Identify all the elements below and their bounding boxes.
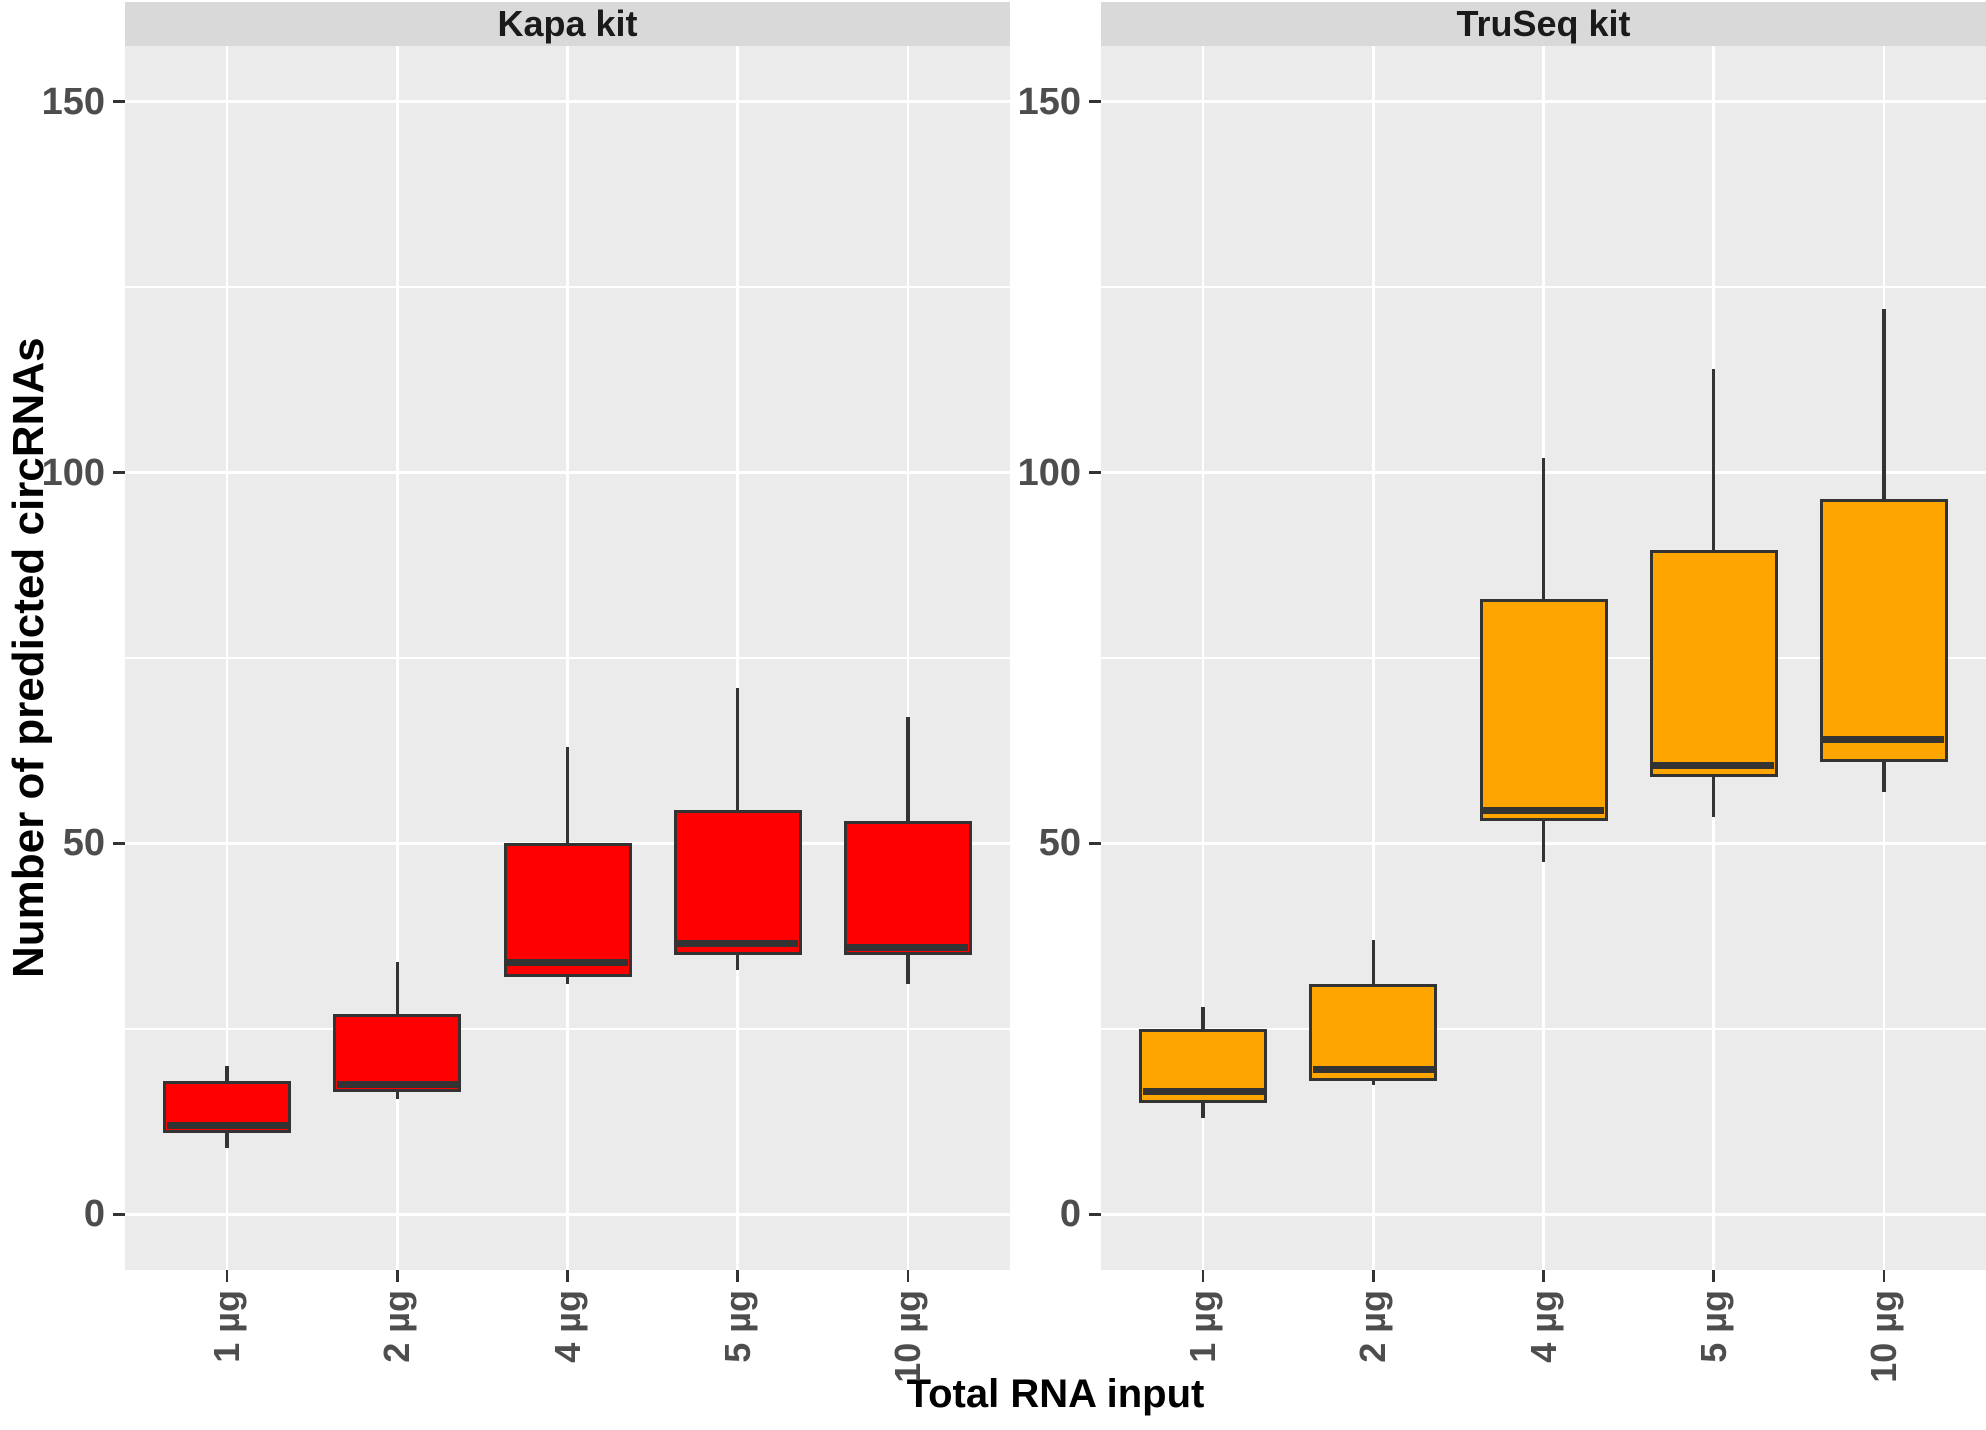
boxplot-median bbox=[1483, 806, 1604, 814]
y-axis-tick-label: 50 bbox=[1038, 822, 1081, 865]
x-axis-tick-label: 4 µg bbox=[546, 1290, 588, 1363]
y-axis-tick bbox=[1089, 1213, 1101, 1216]
y-axis-tick-label: 0 bbox=[83, 1193, 105, 1236]
y-axis-tick bbox=[113, 471, 125, 474]
boxplot-median bbox=[166, 1121, 288, 1129]
gridline-vertical bbox=[1201, 46, 1205, 1270]
y-axis-tick bbox=[113, 100, 125, 103]
boxplot-box bbox=[1479, 598, 1608, 822]
boxplot-median bbox=[677, 940, 799, 948]
y-axis-tick bbox=[1089, 100, 1101, 103]
x-axis-tick-label: 10 µg bbox=[1862, 1290, 1904, 1383]
x-axis-tick bbox=[1372, 1270, 1375, 1282]
y-axis-tick bbox=[113, 1213, 125, 1216]
boxplot-median bbox=[1823, 736, 1945, 744]
x-axis-tick bbox=[1882, 1270, 1886, 1282]
facet-strip-title: TruSeq kit bbox=[1456, 3, 1631, 44]
x-axis-tick-label: 5 µg bbox=[1692, 1290, 1734, 1363]
x-axis-title: Total RNA input bbox=[906, 1372, 1205, 1416]
boxplot-box bbox=[1309, 984, 1438, 1081]
gridline-vertical bbox=[566, 46, 569, 1270]
facet-strip-title: Kapa kit bbox=[497, 3, 638, 44]
facet-strip: Kapa kit bbox=[125, 2, 1010, 46]
x-axis-tick-label: 1 µg bbox=[206, 1290, 248, 1363]
y-axis-tick bbox=[1089, 471, 1101, 474]
boxplot-box bbox=[1819, 498, 1948, 762]
x-axis-tick bbox=[566, 1270, 569, 1282]
x-axis-tick-label: 2 µg bbox=[1352, 1290, 1394, 1363]
gridline-vertical bbox=[906, 46, 910, 1270]
facet-strip: TruSeq kit bbox=[1101, 2, 1986, 46]
x-axis-tick bbox=[1712, 1270, 1715, 1282]
gridline-vertical bbox=[225, 46, 229, 1270]
x-axis-tick-label: 1 µg bbox=[1182, 1290, 1224, 1363]
y-axis-tick-label: 50 bbox=[62, 822, 105, 865]
boxplot-median bbox=[336, 1081, 458, 1089]
gridline-vertical bbox=[736, 46, 739, 1270]
y-axis-tick-label: 100 bbox=[41, 451, 105, 494]
x-axis-tick-label: 4 µg bbox=[1522, 1290, 1564, 1363]
y-axis-tick bbox=[1089, 842, 1101, 845]
boxplot-median bbox=[1312, 1066, 1434, 1074]
x-axis-tick-label: 10 µg bbox=[886, 1290, 928, 1383]
x-axis-tick bbox=[225, 1270, 229, 1282]
x-axis-tick bbox=[1542, 1270, 1545, 1282]
y-axis-tick-label: 150 bbox=[41, 80, 105, 123]
y-axis-title: Number of predicted circRNAs bbox=[4, 337, 53, 979]
boxplot-median bbox=[1142, 1088, 1264, 1096]
x-axis-tick bbox=[906, 1270, 910, 1282]
boxplot-box bbox=[673, 810, 802, 955]
y-axis-tick bbox=[113, 842, 125, 845]
gridline-vertical bbox=[396, 46, 399, 1270]
x-axis-tick-label: 5 µg bbox=[716, 1290, 758, 1363]
boxplot-median bbox=[507, 958, 628, 966]
y-axis-tick-label: 0 bbox=[1059, 1193, 1081, 1236]
boxplot-median bbox=[847, 943, 969, 951]
gridline-vertical bbox=[1372, 46, 1375, 1270]
y-axis-tick-label: 150 bbox=[1017, 80, 1081, 123]
x-axis-tick bbox=[396, 1270, 399, 1282]
boxplot-box bbox=[1649, 550, 1778, 777]
boxplot-box bbox=[503, 843, 632, 977]
boxplot-median bbox=[1653, 762, 1775, 770]
x-axis-tick bbox=[1201, 1270, 1205, 1282]
x-axis-tick-label: 2 µg bbox=[376, 1290, 418, 1363]
y-axis-tick-label: 100 bbox=[1017, 451, 1081, 494]
boxplot-box bbox=[333, 1014, 462, 1092]
boxplot-box bbox=[843, 821, 972, 955]
x-axis-tick bbox=[736, 1270, 739, 1282]
